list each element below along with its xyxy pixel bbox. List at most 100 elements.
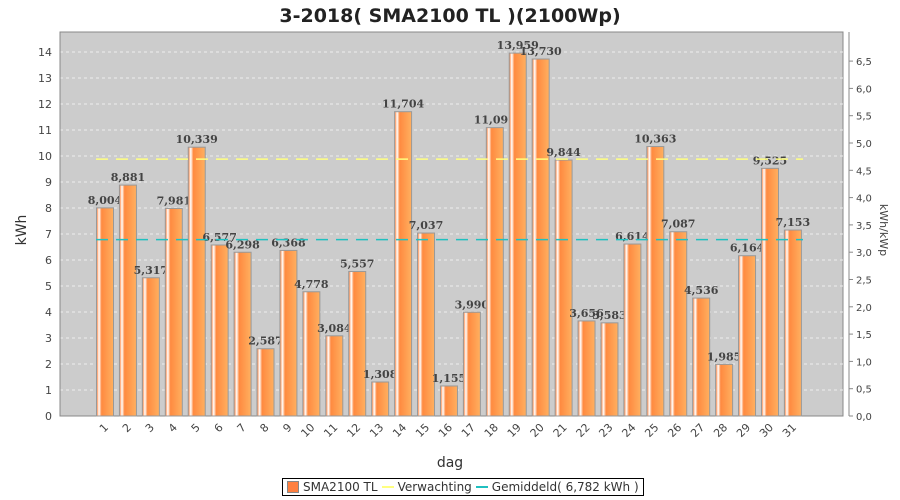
x-tick-label: 11 [321,421,340,440]
data-label: 7,153 [776,216,810,229]
x-tick-label: 28 [711,421,730,440]
bar-day-26 [669,231,688,417]
bar-day-3 [141,277,160,417]
bar-day-31 [783,229,802,417]
bar-day-12 [348,271,367,417]
x-tick-label: 27 [688,421,707,440]
bar-day-30 [760,167,779,417]
x-tick-label: 30 [757,421,776,440]
y-tick-label: 14 [38,46,52,59]
y2-tick-label: 3,5 [856,221,872,232]
data-label: 13,959 [497,39,539,52]
data-label: 1,308 [363,368,398,381]
data-label: 6,614 [615,230,650,243]
data-label: 3,583 [592,309,626,322]
y2-tick-label: 0,5 [856,385,872,396]
x-tick-label: 6 [212,421,226,435]
y2-tick-label: 1,0 [856,357,872,368]
y-tick-label: 4 [45,306,52,319]
y2-tick-label: 1,5 [856,330,872,341]
data-label: 2,587 [248,335,282,348]
y2-tick-label: 4,5 [856,166,872,177]
data-label: 8,004 [88,194,123,207]
x-tick-label: 26 [665,421,684,440]
bar-day-11 [325,335,344,417]
data-label: 11,091 [474,114,516,127]
y-tick-label: 8 [45,202,52,215]
x-tick-label: 10 [298,421,317,440]
x-axis-label: dag [437,455,463,471]
y2-tick-label: 5,0 [856,139,872,150]
y-tick-label: 13 [38,72,52,85]
bar-day-23 [600,322,619,417]
x-tick-label: 8 [257,421,271,435]
y-tick-label: 11 [38,124,52,137]
bar-day-8 [256,348,275,417]
x-tick-label: 7 [235,421,249,435]
bar-day-29 [738,255,757,417]
legend-label-production: SMA2100 TL [303,480,378,494]
data-label: 6,164 [730,242,765,255]
bar-day-2 [118,184,137,417]
data-label: 5,317 [134,264,168,277]
bar-day-22 [577,320,596,417]
x-tick-label: 15 [413,421,432,440]
legend: SMA2100 TL Verwachting Gemiddeld( 6,782 … [282,478,644,496]
y2-tick-label: 6,5 [856,57,872,68]
x-tick-label: 4 [166,421,180,435]
y2-axis-label: kWh/kWp [877,204,890,256]
bar-day-17 [462,311,481,417]
x-tick-label: 29 [734,421,753,440]
x-tick-label: 14 [390,421,409,440]
bar-day-25 [646,146,665,417]
x-tick-label: 3 [143,421,157,435]
data-label: 10,363 [634,133,676,146]
data-label: 6,368 [271,236,306,249]
bar-day-7 [233,251,252,417]
bar-day-9 [279,249,298,417]
x-tick-label: 17 [459,421,478,440]
bar-day-14 [394,111,413,417]
y2-tick-label: 0,0 [856,412,872,423]
bar-day-24 [623,243,642,417]
data-label: 4,778 [294,278,329,291]
bar-day-21 [554,159,573,417]
x-tick-label: 9 [280,421,294,435]
y-tick-label: 9 [45,176,52,189]
y-axis-label: kWh [14,215,30,246]
data-label: 1,985 [707,350,741,363]
y-tick-label: 12 [38,98,52,111]
y-tick-label: 1 [45,384,52,397]
bar-day-6 [210,244,229,417]
x-tick-label: 31 [780,421,799,440]
bar-day-16 [439,385,458,417]
x-tick-label: 20 [528,421,547,440]
data-label: 3,990 [455,298,490,311]
data-label: 6,298 [225,238,260,251]
bar-day-18 [485,127,504,417]
chart-title: 3-2018( SMA2100 TL )(2100Wp) [279,5,620,27]
x-tick-label: 24 [619,421,638,440]
y2-tick-label: 3,0 [856,248,872,259]
x-tick-label: 22 [574,421,593,440]
x-tick-label: 2 [120,421,134,435]
data-label: 13,730 [520,45,562,58]
bar-day-19 [508,52,527,417]
bar-day-5 [187,146,206,417]
data-label: 7,981 [157,194,191,207]
legend-label-expected: Verwachting [397,480,472,494]
bar-day-28 [715,363,734,417]
x-tick-label: 13 [367,421,386,440]
data-label: 11,704 [382,98,424,111]
data-label: 3,084 [317,322,352,335]
bar-day-10 [302,291,321,417]
y-tick-label: 5 [45,280,52,293]
x-tick-label: 1 [97,421,111,435]
bar-day-15 [417,232,436,417]
bar-day-4 [164,207,183,417]
y-tick-label: 0 [45,410,52,423]
data-label: 5,557 [340,258,374,271]
bar-day-13 [371,381,390,417]
legend-swatch-expected [381,486,394,488]
